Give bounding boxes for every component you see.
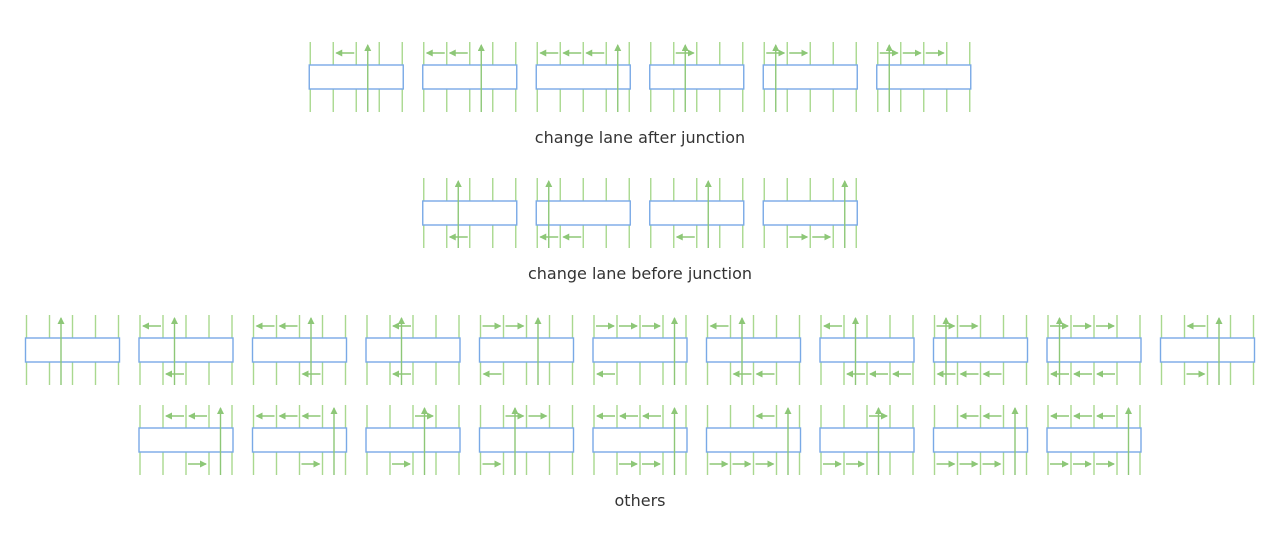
lane-diagram xyxy=(422,178,518,248)
junction-box xyxy=(365,427,461,453)
caption-before-junction: change lane before junction xyxy=(527,264,753,283)
junction-box xyxy=(932,427,1029,453)
lane-diagram xyxy=(876,42,972,112)
lane-diagram xyxy=(365,405,461,475)
junction-box xyxy=(705,337,802,363)
junction-box xyxy=(762,64,858,90)
junction-box xyxy=(705,427,802,453)
lane-diagram xyxy=(819,315,915,385)
lane-diagram xyxy=(24,315,121,385)
lane-diagram xyxy=(705,405,802,475)
lane-diagram xyxy=(478,405,575,475)
lane-diagram xyxy=(138,315,234,385)
junction-box xyxy=(1159,337,1256,363)
lane-diagram xyxy=(535,42,631,112)
junction-box xyxy=(365,337,461,363)
caption-after-junction: change lane after junction xyxy=(534,128,746,147)
junction-box xyxy=(592,337,688,363)
lane-diagram xyxy=(649,42,745,112)
lane-diagram xyxy=(138,405,234,475)
junction-box xyxy=(422,64,518,90)
junction-box xyxy=(535,200,631,226)
junction-box xyxy=(649,200,745,226)
lane-diagram xyxy=(1046,405,1142,475)
lane-diagram xyxy=(478,315,575,385)
lane-diagram xyxy=(762,178,858,248)
lane-diagram xyxy=(819,405,915,475)
lane-diagram xyxy=(932,315,1029,385)
lane-diagram xyxy=(649,178,745,248)
lane-diagram xyxy=(932,405,1029,475)
junction-box xyxy=(1046,427,1142,453)
junction-box xyxy=(138,337,234,363)
junction-box xyxy=(592,427,688,453)
junction-box xyxy=(876,64,972,90)
junction-box xyxy=(819,337,915,363)
junction-box xyxy=(762,200,858,226)
lane-diagram xyxy=(251,405,348,475)
junction-box xyxy=(649,64,745,90)
junction-box xyxy=(251,427,348,453)
junction-box xyxy=(478,337,575,363)
lane-diagram xyxy=(1046,315,1142,385)
junction-box xyxy=(932,337,1029,363)
caption-others: others xyxy=(614,491,666,510)
junction-box xyxy=(1046,337,1142,363)
lane-diagram xyxy=(762,42,858,112)
junction-box xyxy=(819,427,915,453)
lane-diagram xyxy=(1159,315,1256,385)
junction-box xyxy=(138,427,234,453)
junction-box xyxy=(24,337,121,363)
lane-diagram xyxy=(535,178,631,248)
junction-box xyxy=(535,64,631,90)
lane-diagram xyxy=(592,315,688,385)
junction-box xyxy=(308,64,404,90)
lane-diagram xyxy=(251,315,348,385)
lane-diagram xyxy=(308,42,404,112)
junction-box xyxy=(478,427,575,453)
lane-diagram xyxy=(592,405,688,475)
junction-box xyxy=(422,200,518,226)
junction-box xyxy=(251,337,348,363)
lane-diagram xyxy=(365,315,461,385)
lane-diagram xyxy=(705,315,802,385)
lane-diagram xyxy=(422,42,518,112)
